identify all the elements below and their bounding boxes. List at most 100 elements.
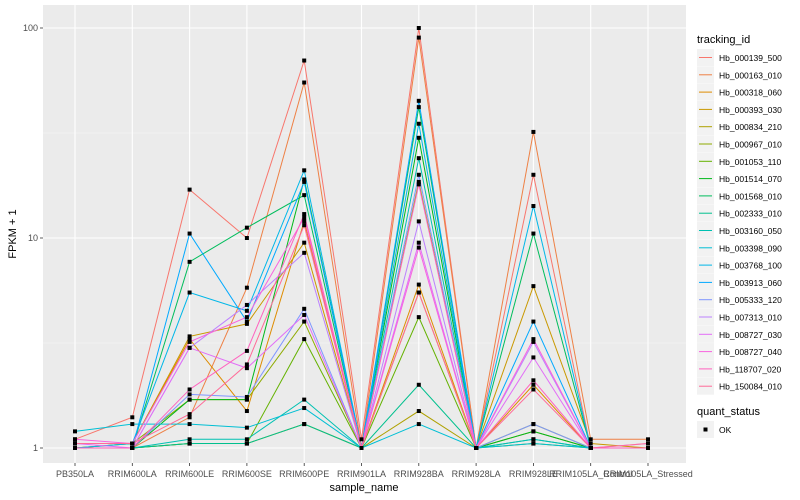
data-point (244, 225, 249, 230)
data-point (416, 315, 421, 320)
data-point (302, 406, 307, 411)
y-tick-label: 100 (23, 23, 38, 33)
data-point (416, 409, 421, 414)
x-tick-label: PB350LA (56, 469, 94, 479)
legend-label: Hb_000139_500 (719, 53, 782, 63)
data-point (187, 290, 192, 295)
data-point (244, 394, 249, 399)
data-point (531, 231, 536, 236)
y-tick-label: 10 (28, 233, 38, 243)
data-point (187, 334, 192, 339)
x-tick-label: RRIM928LA (452, 469, 501, 479)
data-point (187, 437, 192, 442)
data-point (187, 259, 192, 264)
data-point (187, 345, 192, 350)
data-point (359, 437, 364, 442)
x-tick-label: RRIM600SE (222, 469, 272, 479)
data-point (187, 337, 192, 342)
data-point (187, 415, 192, 420)
data-point (646, 441, 650, 446)
data-point (73, 437, 77, 442)
panel-background (43, 5, 686, 463)
legend-label: Hb_008727_040 (719, 347, 782, 357)
data-point (73, 429, 77, 434)
legend-label: Hb_003160_050 (719, 226, 782, 236)
data-point (302, 215, 307, 220)
data-point (302, 219, 307, 224)
legend-label: Hb_000318_060 (719, 88, 782, 98)
data-point (244, 308, 249, 313)
legend: tracking_id Hb_000139_500Hb_000163_010Hb… (697, 34, 782, 438)
data-point (588, 437, 593, 442)
data-point (531, 204, 536, 209)
data-point (531, 382, 536, 387)
x-tick-label: RRIM105LA_Stressed (603, 469, 693, 479)
data-point (244, 362, 249, 367)
data-point (646, 446, 650, 450)
data-point (416, 219, 421, 224)
legend-label: Hb_001053_110 (719, 157, 782, 167)
legend-label: Hb_001568_010 (719, 191, 782, 201)
data-point (531, 355, 536, 360)
data-point (588, 441, 593, 446)
data-point (244, 437, 249, 442)
data-point (302, 319, 307, 324)
data-point (302, 212, 307, 217)
data-point (416, 382, 421, 387)
data-point (244, 425, 249, 430)
shape-legend-title: quant_status (697, 406, 760, 418)
data-point (416, 422, 421, 427)
legend-label: Hb_000967_010 (719, 140, 782, 150)
data-point (302, 193, 307, 198)
data-point (531, 319, 536, 324)
x-axis-title: sample_name (329, 482, 398, 494)
data-point (187, 187, 192, 192)
data-point (531, 172, 536, 177)
data-point (416, 121, 421, 126)
x-tick-label: RRIM928BA (394, 469, 444, 479)
data-point (244, 315, 249, 320)
data-point (416, 105, 421, 110)
data-point (302, 168, 307, 173)
data-point (302, 179, 307, 184)
data-point (244, 302, 249, 307)
data-point (244, 321, 249, 326)
data-point (359, 446, 364, 450)
y-axis-title: FPKM + 1 (7, 209, 19, 258)
data-point (588, 446, 593, 450)
data-point (531, 441, 536, 446)
legend-label: Hb_008727_030 (719, 330, 782, 340)
data-point (416, 182, 421, 187)
data-point (244, 441, 249, 446)
data-point (531, 337, 536, 342)
data-point (302, 177, 307, 182)
data-point (244, 366, 249, 371)
data-point (187, 339, 192, 344)
data-point (244, 409, 249, 414)
legend-label: Hb_001514_070 (719, 174, 782, 184)
data-point (130, 415, 135, 420)
shape-legend-label: OK (719, 425, 732, 435)
x-tick-label: RRIM600LA (108, 469, 157, 479)
data-point (187, 387, 192, 392)
data-point (187, 397, 192, 402)
data-point (531, 339, 536, 344)
data-point (416, 245, 421, 250)
x-tick-label: RRIM600PE (279, 469, 329, 479)
data-point (302, 223, 307, 228)
legend-label: Hb_005333_120 (719, 295, 782, 305)
data-point (302, 58, 307, 63)
shape-legend-square-icon (703, 427, 708, 432)
y-axis-ticks: 1 10 100 (23, 23, 43, 453)
data-point (187, 422, 192, 427)
y-tick-label: 1 (33, 443, 38, 453)
legend-label: Hb_000163_010 (719, 70, 782, 80)
data-point (416, 179, 421, 184)
data-point (416, 282, 421, 287)
data-point (531, 284, 536, 289)
data-point (474, 446, 479, 450)
legend-label: Hb_000393_030 (719, 105, 782, 115)
data-point (531, 387, 536, 392)
data-point (187, 392, 192, 397)
